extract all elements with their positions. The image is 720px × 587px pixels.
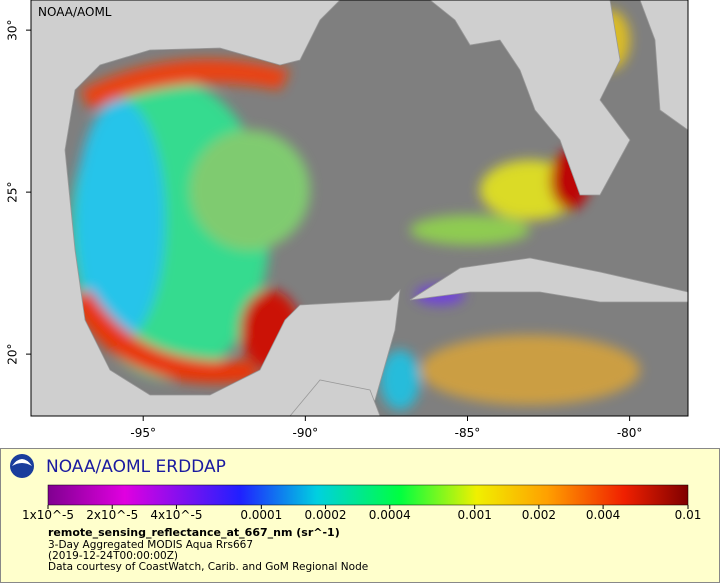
x-tick-label: -90° — [293, 426, 319, 440]
x-tick-label: -95° — [130, 426, 156, 440]
x-tick-label: -80° — [617, 426, 643, 440]
map-frame — [30, 0, 689, 417]
brand: NOAA/AOML ERDDAP — [46, 457, 226, 477]
variable-name: remote_sensing_reflectance_at_667_nm (sr… — [48, 526, 340, 539]
colorbar-tick-label: 2x10^-5 — [86, 508, 138, 522]
colorbar-tick-label: 0.002 — [522, 508, 556, 522]
legend-line: Data courtesy of CoastWatch, Carib. and … — [48, 561, 368, 573]
colorbar — [47, 484, 689, 506]
colorbar-tick-label: 0.01 — [675, 508, 702, 522]
imagery — [70, 10, 640, 410]
y-tick-label: 20° — [6, 343, 20, 364]
colorbar-tick-label: 0.0004 — [369, 508, 411, 522]
map-area: NOAA/AOML — [31, 0, 688, 416]
y-tick-label: 30° — [6, 19, 20, 40]
x-tick-label: -85° — [455, 426, 481, 440]
legend-line: 3-Day Aggregated MODIS Aqua Rrs667 — [48, 539, 253, 551]
noaa-logo — [10, 454, 34, 478]
colorbar-tick-label: 1x10^-5 — [22, 508, 74, 522]
colorbar-tick-label: 0.0001 — [240, 508, 282, 522]
colorbar-tick-label: 0.001 — [457, 508, 491, 522]
y-tick-label: 25° — [6, 181, 20, 202]
colorbar-tick-label: 0.004 — [586, 508, 620, 522]
legend-line: (2019-12-24T00:00:00Z) — [48, 550, 178, 562]
colorbar-tick-label: 0.0002 — [305, 508, 347, 522]
land — [31, 0, 688, 416]
colorbar-tick-label: 4x10^-5 — [150, 508, 202, 522]
legend-panel — [0, 448, 720, 583]
watermark: NOAA/AOML — [38, 5, 112, 19]
